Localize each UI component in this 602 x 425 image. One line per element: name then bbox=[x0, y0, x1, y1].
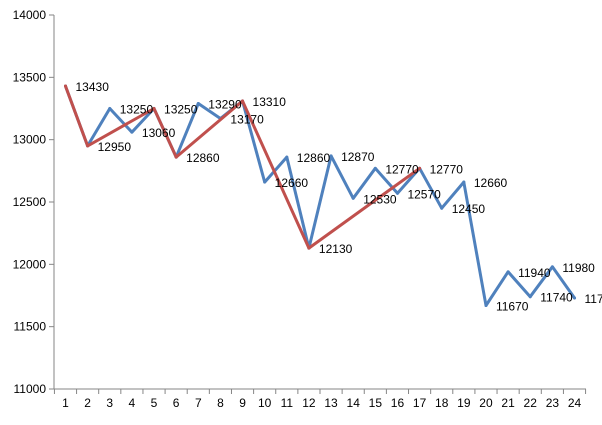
x-tick-label: 8 bbox=[217, 396, 224, 410]
series-1-point bbox=[484, 303, 488, 307]
x-tick-label: 9 bbox=[239, 396, 246, 410]
series-1-point bbox=[108, 107, 112, 110]
series-1-point bbox=[573, 296, 576, 300]
series-1-point bbox=[550, 265, 554, 269]
x-tick-label: 17 bbox=[413, 396, 427, 410]
x-tick-label: 11 bbox=[281, 396, 294, 410]
data-label: 13430 bbox=[76, 80, 110, 94]
data-label: 12860 bbox=[297, 151, 331, 165]
series-2-point bbox=[307, 246, 311, 250]
x-tick-label: 20 bbox=[479, 396, 493, 410]
series-2-point bbox=[241, 99, 245, 103]
x-tick-label: 16 bbox=[391, 396, 405, 410]
series-1-point bbox=[528, 295, 532, 299]
series-line-1 bbox=[64, 84, 576, 307]
y-tick-label: 13500 bbox=[13, 70, 47, 84]
series-2-point bbox=[174, 155, 178, 159]
y-tick-label: 12000 bbox=[13, 257, 47, 271]
x-tick-label: 24 bbox=[568, 396, 582, 410]
x-tick-label: 22 bbox=[524, 396, 538, 410]
data-label: 13250 bbox=[164, 103, 198, 117]
series-1-point bbox=[196, 102, 200, 106]
data-label: 11730 bbox=[585, 292, 602, 306]
data-label: 13170 bbox=[230, 112, 264, 126]
data-labels: 13430 12950 13250 13060 13250 12860 1329013170… bbox=[76, 80, 602, 313]
series-2-point bbox=[152, 107, 156, 110]
x-tick-label: 14 bbox=[347, 396, 361, 410]
x-tick-label: 5 bbox=[151, 396, 158, 410]
series-2-point bbox=[64, 84, 67, 88]
x-tick-label: 6 bbox=[173, 396, 180, 410]
data-label: 13060 bbox=[142, 126, 176, 140]
series-1-point bbox=[395, 191, 399, 195]
x-tick-label: 10 bbox=[258, 396, 272, 410]
y-tick-label: 14000 bbox=[13, 8, 47, 22]
data-label: 12450 bbox=[452, 202, 486, 216]
x-tick-label: 19 bbox=[457, 396, 471, 410]
series-1-point bbox=[263, 180, 267, 184]
x-tick-label: 13 bbox=[324, 396, 338, 410]
x-tick-label: 2 bbox=[84, 396, 91, 410]
data-label: 12130 bbox=[319, 242, 353, 256]
data-label: 12870 bbox=[341, 150, 375, 164]
data-label: 12770 bbox=[430, 162, 464, 176]
series-2-point bbox=[418, 166, 422, 170]
series-1-point bbox=[351, 196, 355, 200]
series-1-point bbox=[130, 130, 134, 134]
series-1-point bbox=[285, 155, 289, 159]
data-label: 13250 bbox=[120, 103, 154, 117]
data-label: 11940 bbox=[518, 266, 551, 280]
y-tick-label: 11500 bbox=[14, 320, 47, 334]
x-tick-label: 1 bbox=[62, 396, 69, 410]
series-1-point bbox=[462, 180, 466, 184]
data-label: 12660 bbox=[474, 176, 508, 190]
series-1-point bbox=[373, 166, 377, 170]
y-tick-label: 12500 bbox=[13, 195, 47, 209]
x-tick-label: 4 bbox=[129, 396, 136, 410]
data-label: 11740 bbox=[540, 291, 573, 305]
data-label: 13310 bbox=[253, 95, 287, 109]
y-tick-label: 11000 bbox=[14, 382, 47, 396]
x-tick-label: 12 bbox=[302, 396, 316, 410]
data-label: 12530 bbox=[363, 192, 397, 206]
series-1-point bbox=[440, 206, 444, 210]
x-tick-label: 7 bbox=[195, 396, 202, 410]
data-label: 13290 bbox=[208, 98, 242, 112]
data-label: 12950 bbox=[98, 140, 132, 154]
x-tick-label: 18 bbox=[435, 396, 449, 410]
data-label: 11670 bbox=[496, 299, 529, 313]
x-tick-label: 23 bbox=[546, 396, 560, 410]
data-label: 11980 bbox=[562, 261, 595, 275]
y-tick-label: 13000 bbox=[13, 133, 47, 147]
series-layer bbox=[64, 84, 576, 307]
data-label: 12660 bbox=[275, 176, 309, 190]
data-label: 12860 bbox=[186, 151, 220, 165]
series-1-point bbox=[506, 270, 510, 274]
x-tick-label: 21 bbox=[501, 396, 515, 410]
series-1-point bbox=[329, 154, 333, 158]
x-tick-label: 3 bbox=[106, 396, 113, 410]
series-2-point bbox=[86, 144, 90, 148]
data-label: 12570 bbox=[407, 187, 441, 201]
data-label: 12770 bbox=[385, 162, 419, 176]
x-tick-label: 15 bbox=[369, 396, 383, 410]
